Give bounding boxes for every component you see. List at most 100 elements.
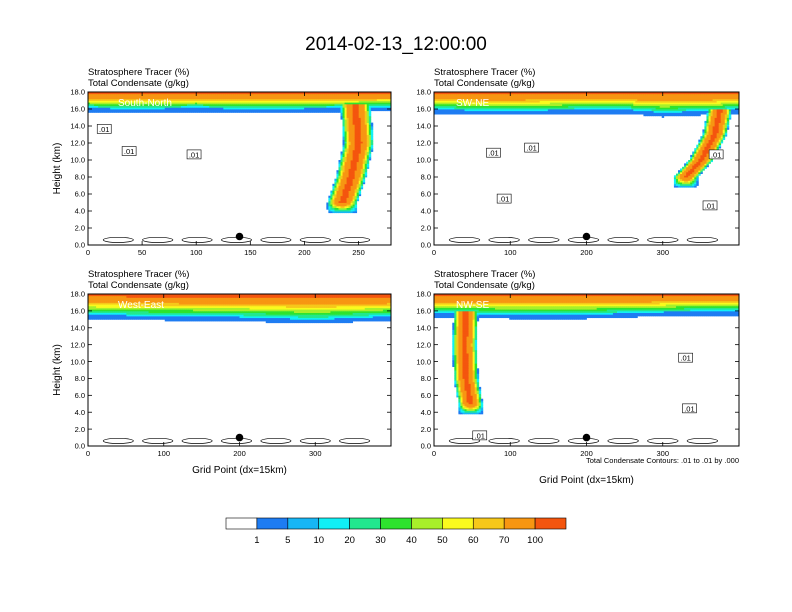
tracer-cell [704,139,707,142]
tracer-field [434,92,739,245]
tracer-cell [714,115,718,118]
tracer-cell [251,98,255,101]
tracer-cell [174,107,178,110]
tracer-cell [539,110,543,113]
tracer-cell [509,105,512,108]
tracer-cell [562,110,565,113]
tracer-cell [370,105,374,108]
tracer-cell [354,160,358,163]
tracer-cell [625,109,628,112]
tracer-cell [625,112,628,115]
tracer-cell [330,204,333,207]
tracer-cell [667,112,671,115]
tracer-cell [350,119,354,122]
tracer-cell [176,109,180,112]
tracer-cell [456,110,459,113]
tracer-cell [495,103,498,106]
tracer-cell [356,197,360,200]
tracer-cell [726,110,730,113]
tracer-cell [671,95,675,98]
tracer-cell [598,103,602,106]
tracer-cell [340,156,343,159]
tracer-cell [364,158,368,161]
tracer-cell [338,182,341,185]
tracer-cell [503,109,506,112]
tracer-cell [454,110,457,113]
tracer-cell [193,95,196,98]
tracer-cell [360,132,364,135]
tracer-cell [352,105,356,108]
tracer-cell [312,93,315,96]
tracer-cell [227,109,230,112]
tracer-cell [553,93,557,96]
tracer-cell [328,93,331,96]
tracer-cell [156,98,160,101]
tracer-cell [708,120,711,123]
tracer-cell [598,109,602,112]
tracer-cell [692,107,695,110]
tracer-cell [136,110,139,113]
tracer-cell [201,102,204,105]
tracer-cell [290,105,293,108]
tracer-cell [647,114,650,117]
tracer-cell [180,109,184,112]
tracer-cell [213,107,216,110]
tracer-cell [233,93,236,96]
tracer-cell [380,92,384,95]
tracer-cell [688,97,691,100]
tracer-cell [686,110,689,113]
tracer-cell [219,95,222,98]
tracer-cell [294,100,297,103]
tracer-cell [316,105,319,108]
tracer-cell [350,204,354,207]
tracer-cell [529,100,532,103]
tracer-cell [372,98,376,101]
tracer-cell [484,102,488,105]
tracer-cell [651,98,654,101]
tracer-cell [442,102,445,105]
tracer-cell [704,105,707,108]
tracer-cell [346,141,349,144]
tracer-cell [488,103,492,106]
tracer-cell [235,97,238,100]
tracer-cell [158,107,162,110]
tracer-cell [354,93,358,96]
contour-label-box [96,124,112,134]
tracer-cell [94,92,97,95]
tracer-cell [358,132,362,135]
tracer-cell [340,98,343,101]
tracer-cell [633,107,636,110]
tracer-cell [714,137,718,140]
tracer-cell [354,185,358,188]
tracer-cell [529,112,532,115]
tracer-cell [438,100,441,103]
tracer-cell [174,110,178,113]
tracer-cell [574,95,577,98]
tracer-cell [588,105,591,108]
tracer-cell [279,93,283,96]
tracer-cell [130,100,133,103]
tracer-cell [326,205,329,208]
tracer-cell [547,103,551,106]
tracer-cell [728,115,732,118]
tracer-cell [476,98,480,101]
tracer-cell [458,109,461,112]
tracer-cell [362,134,366,137]
tracer-cell [213,103,216,106]
tracer-cell [686,103,689,106]
tracer-cell [673,110,677,113]
tracer-cell [376,102,380,105]
tracer-cell [698,110,701,113]
tracer-cell [209,93,212,96]
tracer-cell [730,105,734,108]
tracer-cell [193,103,196,106]
tracer-cell [334,107,337,110]
tracer-cell [336,187,339,190]
tracer-cell [352,173,356,176]
tracer-cell [96,97,99,100]
tracer-cell [229,105,232,108]
tracer-cell [712,120,715,123]
tracer-cell [734,105,738,108]
tracer-cell [704,120,707,123]
tracer-cell [219,109,222,112]
